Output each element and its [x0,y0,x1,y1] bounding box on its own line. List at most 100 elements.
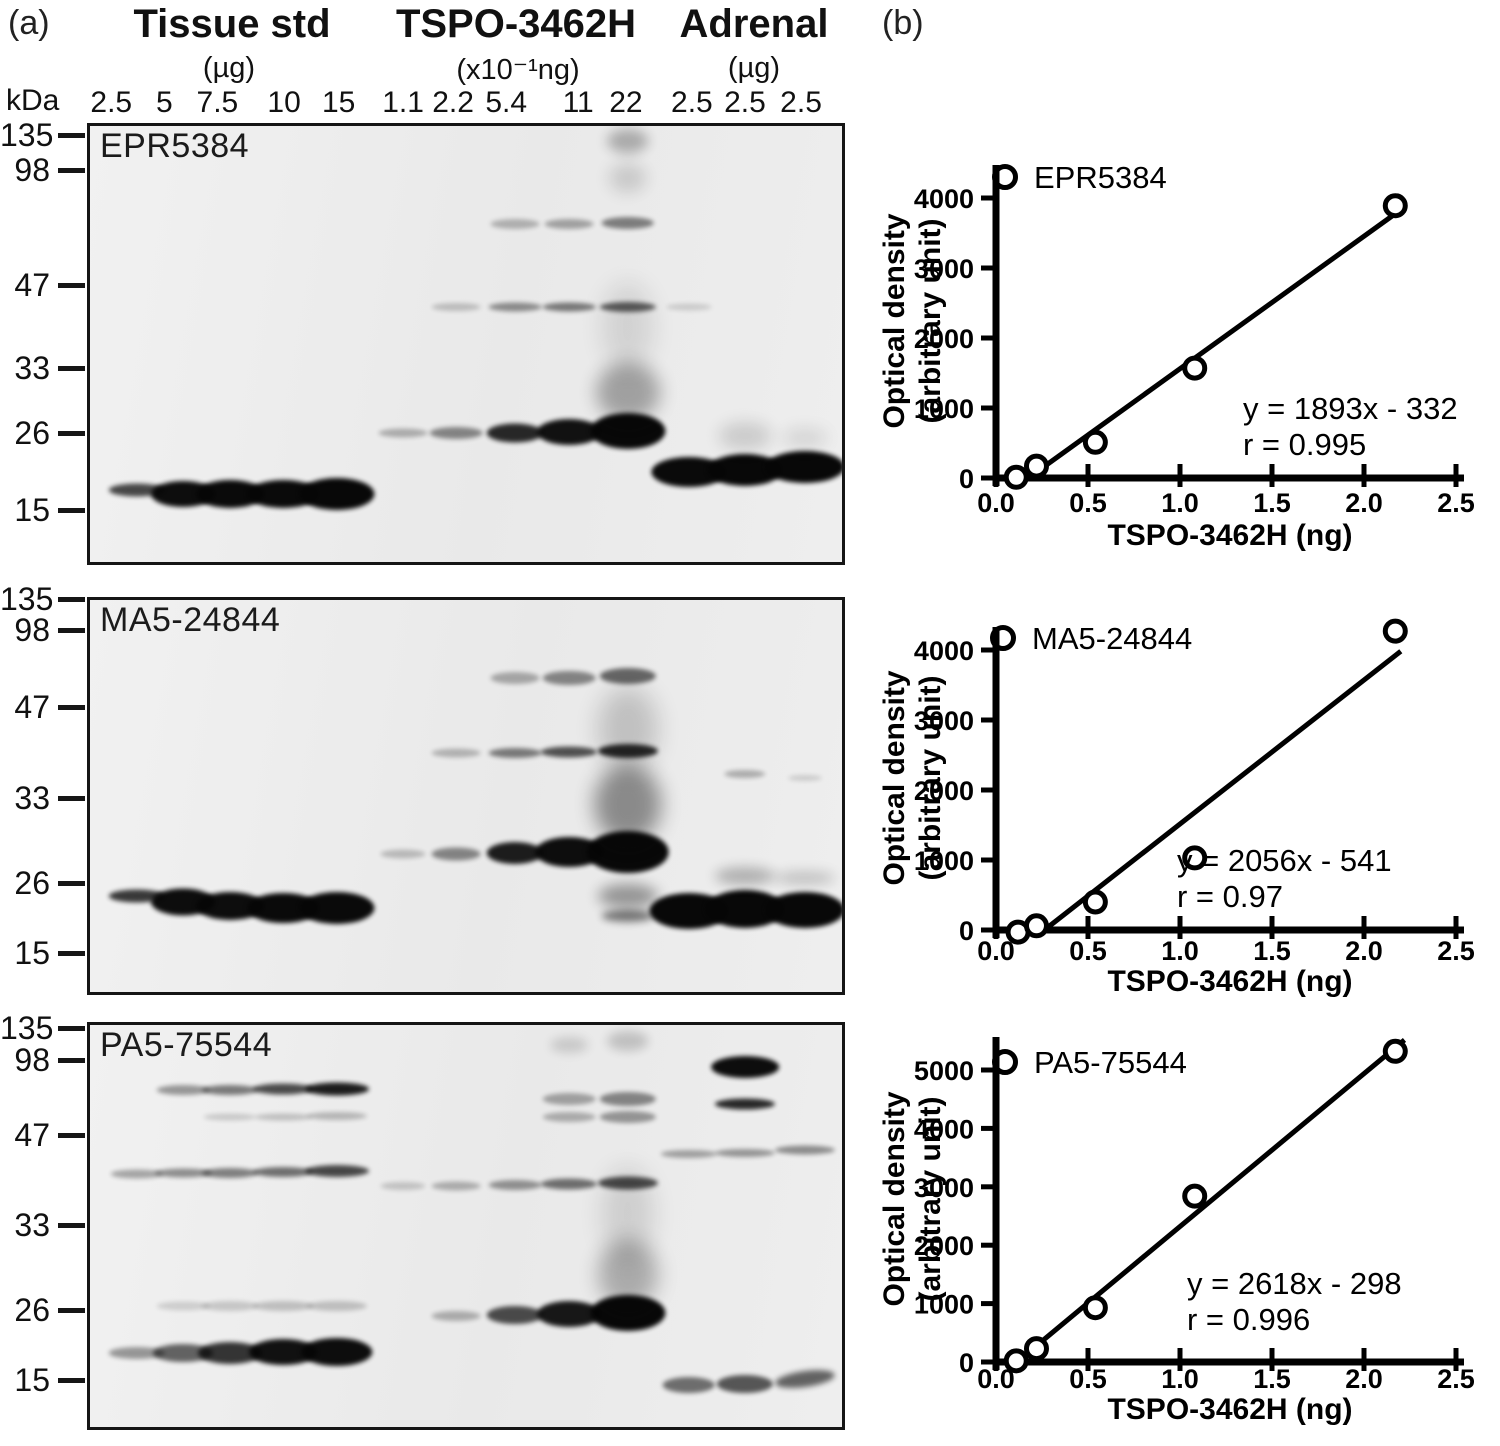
blot-band [201,1167,259,1178]
lane-load-label: 5.4 [485,86,528,119]
blot-band [431,1181,481,1191]
lane-load-label: 10 [267,86,301,119]
kda-marker-label: 15 [14,1362,50,1399]
blot-band [597,883,658,908]
kda-marker-tick [58,1223,85,1229]
blot-band [597,1176,658,1190]
y-axis-label-line1: Optical density [878,670,911,885]
blot-band [490,218,540,229]
blot-band [486,423,544,443]
kda-marker-tick [58,282,85,288]
regression-equation: y = 1893x - 332 [1243,391,1458,426]
legend-marker-circle [992,164,1018,190]
x-tick-label: 0.5 [1069,936,1107,966]
x-tick-label: 0.0 [977,488,1015,518]
data-point [1023,1336,1049,1362]
panel-b-label: (b) [882,4,924,42]
kda-marker-tick [58,430,85,436]
chart-epr5384: 0.0 0.5 1.0 1.5 2.0 2.5 0 1000 2000 3000 4000 EPR5… [878,160,1475,552]
blot-band [253,1083,314,1095]
legend-marker-circle [990,625,1016,651]
y-tick-label: 5000 [914,1056,974,1086]
lane-load-label: 2.5 [724,86,766,119]
antibody-label-pa5-75544: PA5-75544 [100,1026,273,1064]
blot-band [197,1342,262,1365]
lane-load-label: 11 [562,86,594,119]
blot-band [203,1113,257,1121]
data-point [1023,453,1049,479]
data-point [1182,355,1208,381]
blot-band [775,1145,836,1155]
lane-load-label: 1.1 [382,86,424,119]
blot-band [542,670,596,685]
blot-band [108,483,165,497]
chart-pa5-75544: 0.0 0.5 1.0 1.5 2.0 2.5010002000300040005000 … [878,1037,1475,1426]
kda-marker-tick [58,132,85,138]
kda-marker-tick [58,881,85,887]
y-tick-label: 0 [959,1348,974,1378]
blot-band [486,842,544,865]
kda-marker-label: 98 [14,151,50,188]
fit-line [1042,649,1403,932]
blot-band [253,1167,314,1178]
kda-marker-label: 33 [14,779,50,816]
blot-band [714,1148,776,1157]
blot-band [108,889,165,903]
blot-bands-1 [90,600,842,992]
y-tick-label: 1000 [914,846,974,876]
blot-band [156,1085,210,1096]
blot-band [431,847,481,861]
blot-band [540,746,598,758]
blot-band [714,1098,776,1110]
y-axis-label-line2: (arbitrary unit) [914,218,947,423]
blot-band [597,1240,658,1309]
data-point [1082,1295,1108,1321]
blot-band [599,1110,656,1123]
blot-band [593,764,662,843]
kda-marker-tick [58,507,85,513]
blot-band [201,1085,259,1096]
lane-load-label: 2.2 [432,86,474,119]
blot-band [597,744,658,759]
kda-marker-label: 33 [14,349,50,386]
chart-ma5-24844: 0.0 0.5 1.0 1.5 2.0 2.5 0 1000 2000 3000 4000 MA5-… [878,618,1475,998]
blot-band [201,1301,259,1312]
data-point [1082,889,1108,915]
lane-load-label: 7.5 [196,86,239,119]
x-tick-label: 1.0 [1161,488,1199,518]
regression-r-value: r = 0.995 [1243,427,1366,462]
blot-band [586,830,670,873]
x-tick-label: 0.5 [1069,1364,1107,1394]
blot-band [542,302,596,312]
blot-band [431,303,481,312]
blot-band [597,686,658,772]
x-tick-label: 2.5 [1437,1364,1475,1394]
kda-marker-tick [58,1378,85,1384]
blot-band [488,747,542,758]
blot-ma5-24844: MA5-24844 [87,597,845,995]
blot-band [299,477,375,510]
y-axis-label-line1: Optical density [878,1091,911,1306]
blot-band [306,1301,367,1312]
kda-marker-label: 26 [14,414,50,451]
kda-marker-tick [58,951,85,957]
kda-marker-label: 15 [14,935,50,972]
kda-marker-label: 26 [14,865,50,902]
kda-marker-label: 135 [0,580,54,617]
blot-band [380,849,426,859]
blot-band [429,427,483,440]
blot-bands-0 [90,126,842,562]
lane-load-label: 2.5 [780,86,822,119]
kda-marker-label: 98 [14,1041,50,1078]
blot-band [782,427,828,448]
y-axis-label-line1: Optical density [878,213,911,428]
kda-marker-tick [58,365,85,371]
kda-marker-label: 26 [14,1292,50,1329]
x-tick-label: 0.0 [977,936,1015,966]
legend-marker-circle [992,1049,1018,1075]
data-point [1023,913,1049,939]
x-tick-label: 1.5 [1253,1364,1291,1394]
kda-marker-label: 47 [14,1117,50,1154]
blot-band [711,1056,779,1079]
